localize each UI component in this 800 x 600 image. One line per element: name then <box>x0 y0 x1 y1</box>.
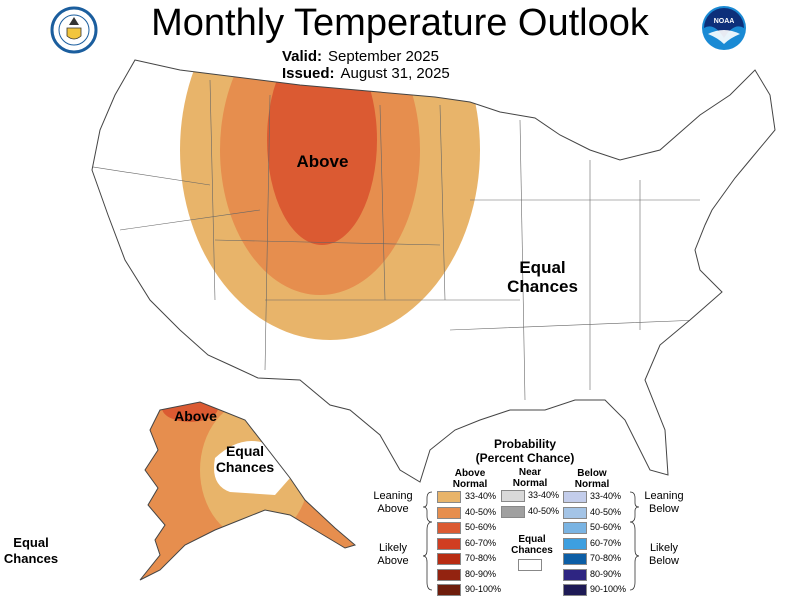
above-range-label: 80-90% <box>465 568 497 579</box>
below-range-label: 40-50% <box>590 506 622 517</box>
contour-50-60 <box>267 60 377 245</box>
hawaii-equal-chances-label: Equal Chances <box>3 535 59 566</box>
valid-value: September 2025 <box>328 48 439 65</box>
legend-title: Probability (Percent Chance) <box>360 437 690 465</box>
valid-label: Valid: <box>282 48 323 65</box>
noaa-logo: NOAA <box>702 6 746 50</box>
legend-title-text: Probability <box>493 437 556 451</box>
below-range-label: 50-60% <box>590 522 622 532</box>
svg-text:NOAA: NOAA <box>714 18 735 25</box>
alaska-probability-contours <box>140 402 355 580</box>
below-range-label: 90-100% <box>590 584 627 594</box>
conus-above-label: Above <box>296 152 349 171</box>
leaning-below-label: Leaning Below <box>644 490 684 515</box>
below-swatch <box>563 491 587 503</box>
near-normal-header: Near Normal <box>512 467 548 489</box>
above-normal-header: Above Normal <box>452 468 488 490</box>
below-range-label: 80-90% <box>590 568 622 579</box>
above-range-label: 60-70% <box>465 537 497 548</box>
above-swatch <box>437 491 461 503</box>
equal-chances-swatch <box>518 559 542 571</box>
alaska-equal-chances-label: Equal Chances <box>215 443 275 475</box>
issued-label: Issued: <box>282 65 335 82</box>
above-range-label: 50-60% <box>465 522 497 532</box>
leaning-above-label: Leaning Above <box>373 490 413 515</box>
equal-chances-legend-label: Equal Chances <box>511 534 553 556</box>
above-range-label: 90-100% <box>465 584 502 594</box>
issued-value: August 31, 2025 <box>340 65 450 82</box>
below-swatch <box>563 506 587 519</box>
above-swatch <box>437 506 461 519</box>
below-swatch <box>563 584 587 596</box>
alaska-above-label: Above <box>174 408 217 424</box>
below-normal-header: Below Normal <box>574 468 610 490</box>
commerce-seal-logo <box>50 6 98 54</box>
below-swatch <box>563 568 587 581</box>
valid-date: Valid: September 2025 <box>282 48 439 65</box>
below-range-label: 33-40% <box>590 491 622 501</box>
conus-equal-chances-label: Equal Chances <box>507 258 578 296</box>
above-swatch <box>437 522 461 534</box>
above-range-label: 33-40% <box>465 491 497 501</box>
legend: Probability (Percent Chance) Above Normal… <box>360 430 690 600</box>
above-swatch <box>437 537 461 550</box>
near-swatch <box>501 505 525 518</box>
below-swatch <box>563 553 587 565</box>
above-swatch <box>437 584 461 596</box>
above-swatch <box>437 568 461 581</box>
below-swatch <box>563 522 587 534</box>
legend-subtitle: (Percent Chance) <box>475 451 575 465</box>
legend-braces <box>422 491 640 591</box>
near-swatch <box>501 490 525 502</box>
state-borders <box>92 79 701 401</box>
below-range-label: 70-80% <box>590 553 622 563</box>
above-range-label: 70-80% <box>465 553 497 563</box>
page-title: Monthly Temperature Outlook <box>151 2 649 44</box>
below-swatch <box>563 537 587 550</box>
above-swatch <box>437 553 461 565</box>
likely-above-label: Likely Above <box>377 542 409 567</box>
issued-date: Issued: August 31, 2025 <box>282 65 450 82</box>
near-range-label: 40-50% <box>528 505 560 516</box>
below-range-label: 60-70% <box>590 537 622 548</box>
likely-below-label: Likely Below <box>649 542 679 567</box>
above-range-label: 40-50% <box>465 506 497 517</box>
near-range-label: 33-40% <box>528 490 560 500</box>
